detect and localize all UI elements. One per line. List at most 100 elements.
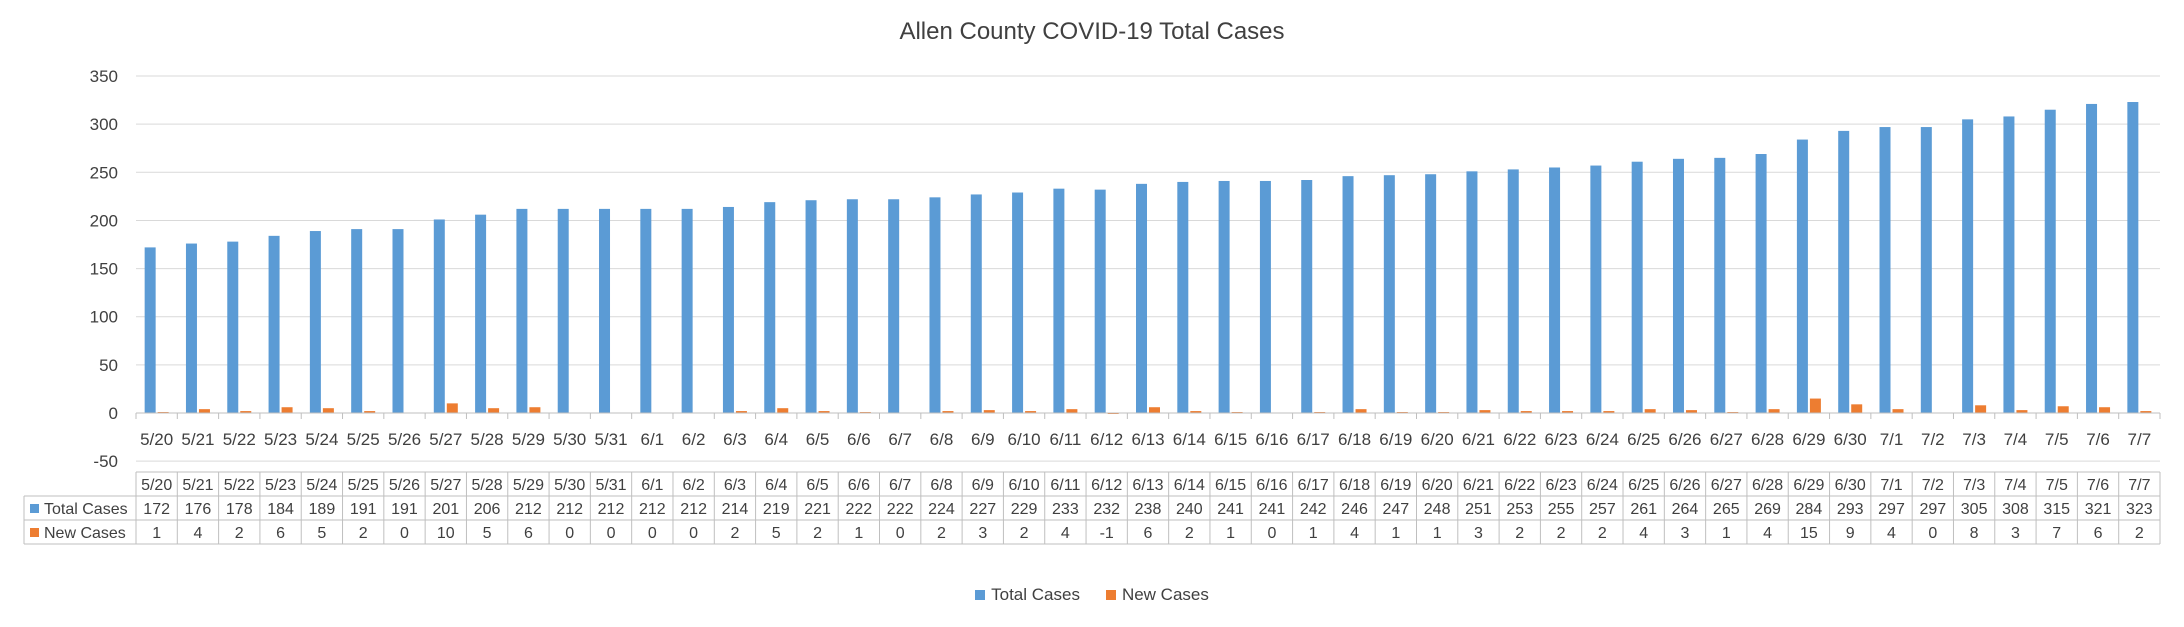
table-cell: 184	[267, 501, 294, 518]
bar-total	[1218, 180, 1230, 413]
x-tick-label: 5/21	[181, 430, 214, 449]
table-header-cell: 7/5	[2046, 477, 2068, 494]
table-cell: 297	[1919, 501, 1946, 518]
table-cell: 5	[483, 525, 492, 542]
legend-item-new: New Cases	[1105, 585, 1209, 605]
table-cell: 4	[194, 525, 203, 542]
table-cell: 261	[1630, 501, 1657, 518]
table-cell: 2	[235, 525, 244, 542]
bar-total	[1136, 183, 1147, 413]
table-cell: 0	[1267, 525, 1276, 542]
table-row-label: Total Cases	[44, 501, 128, 518]
x-tick-label: 6/30	[1834, 430, 1867, 449]
table-cell: 2	[2135, 525, 2144, 542]
table-header-cell: 7/2	[1922, 477, 1944, 494]
table-header-cell: 5/22	[224, 477, 255, 494]
bar-new	[1809, 398, 1821, 413]
bar-new	[1066, 409, 1078, 413]
bar-new	[1644, 409, 1656, 413]
table-cell: 284	[1796, 501, 1823, 518]
x-tick-label: 7/2	[1921, 430, 1945, 449]
table-header-cell: 5/28	[472, 477, 503, 494]
table-header-cell: 6/10	[1009, 477, 1040, 494]
table-header-cell: 6/25	[1628, 477, 1659, 494]
legend-label-total: Total Cases	[991, 585, 1080, 604]
table-legend-key	[30, 504, 39, 513]
table-cell: 4	[1763, 525, 1772, 542]
table-cell: 1	[1309, 525, 1318, 542]
bar-total	[1590, 165, 1602, 413]
bar-new	[1892, 409, 1904, 413]
table-cell: 269	[1754, 501, 1781, 518]
bar-total	[2044, 109, 2056, 413]
table-header-cell: 6/14	[1174, 477, 1205, 494]
table-cell: 264	[1672, 501, 1699, 518]
table-header-cell: 6/15	[1215, 477, 1246, 494]
x-tick-label: 6/2	[682, 430, 706, 449]
bar-total	[433, 219, 445, 413]
x-tick-label: 6/15	[1214, 430, 1247, 449]
bar-total	[475, 214, 487, 413]
bar-new	[1685, 410, 1697, 413]
table-cell: 1	[1722, 525, 1731, 542]
table-cell: 1	[1226, 525, 1235, 542]
x-tick-label: 7/5	[2045, 430, 2069, 449]
table-cell: 201	[432, 501, 459, 518]
y-tick-label: -50	[93, 452, 118, 471]
table-header-cell: 6/29	[1793, 477, 1824, 494]
bar-total	[640, 208, 652, 413]
x-tick-label: 6/14	[1173, 430, 1206, 449]
table-cell: 3	[1681, 525, 1690, 542]
bar-series	[144, 102, 2152, 414]
table-cell: 212	[556, 501, 583, 518]
x-tick-label: 6/21	[1462, 430, 1495, 449]
table-cell: 2	[813, 525, 822, 542]
bar-total	[1466, 171, 1478, 413]
table-header-cell: 5/30	[554, 477, 585, 494]
table-header-cell: 6/13	[1132, 477, 1163, 494]
table-cell: 2	[730, 525, 739, 542]
x-tick-label: 6/25	[1627, 430, 1660, 449]
bar-new	[777, 408, 789, 413]
bar-new	[1149, 407, 1160, 413]
table-header-cell: 5/25	[348, 477, 379, 494]
bar-total	[1301, 180, 1313, 413]
x-tick-label: 6/11	[1049, 430, 1081, 449]
table-cell: 222	[887, 501, 914, 518]
table-cell: 265	[1713, 501, 1740, 518]
table-cell: 6	[276, 525, 285, 542]
table-header-cell: 6/22	[1504, 477, 1535, 494]
table-cell: 251	[1465, 501, 1492, 518]
table-header-cell: 5/29	[513, 477, 544, 494]
bar-total	[1094, 189, 1106, 413]
x-tick-label: 6/12	[1090, 430, 1123, 449]
table-cell: 257	[1589, 501, 1616, 518]
table-cell: 297	[1878, 501, 1905, 518]
table-header-cell: 6/8	[930, 477, 952, 494]
table-header-cell: 5/23	[265, 477, 296, 494]
table-cell: 241	[1217, 501, 1244, 518]
x-tick-label: 6/13	[1131, 430, 1164, 449]
table-header-cell: 6/12	[1091, 477, 1122, 494]
table-header-cell: 6/27	[1711, 477, 1742, 494]
legend: Total Cases New Cases	[0, 585, 2184, 605]
bar-total	[1425, 174, 1437, 413]
legend-swatch-new	[1105, 590, 1116, 600]
bar-total	[227, 241, 239, 413]
bar-new	[198, 409, 210, 413]
bar-new	[1562, 411, 1574, 413]
y-tick-label: 350	[90, 67, 118, 86]
bar-total	[722, 206, 734, 413]
table-header-cell: 5/24	[306, 477, 337, 494]
y-tick-label: 200	[90, 211, 118, 230]
table-cell: 2	[359, 525, 368, 542]
bar-new	[364, 411, 376, 413]
bar-total	[1962, 119, 1974, 413]
bar-total	[2086, 103, 2098, 414]
table-header-cell: 6/28	[1752, 477, 1783, 494]
bar-new	[2016, 410, 2028, 413]
table-cell: 238	[1135, 501, 1162, 518]
table-cell: 323	[2126, 501, 2153, 518]
x-tick-label: 5/26	[388, 430, 421, 449]
table-header-cell: 5/27	[430, 477, 461, 494]
